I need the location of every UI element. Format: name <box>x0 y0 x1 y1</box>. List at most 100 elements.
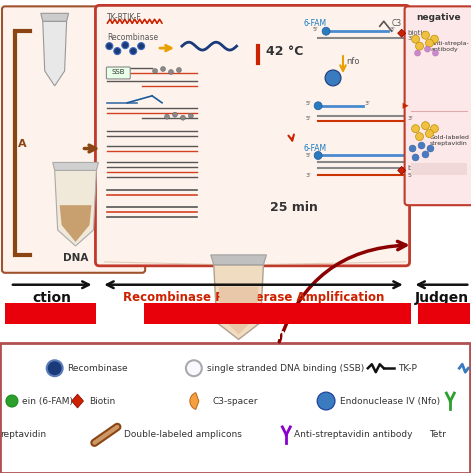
Circle shape <box>164 114 170 119</box>
Text: DNA: DNA <box>63 253 88 263</box>
Text: SSB: SSB <box>111 69 125 75</box>
Text: 3': 3' <box>408 36 413 41</box>
Circle shape <box>173 112 177 117</box>
Text: Judgen: Judgen <box>414 291 468 305</box>
FancyBboxPatch shape <box>95 5 410 266</box>
Text: Recombinase Polymerase Amplification: Recombinase Polymerase Amplification <box>123 291 384 304</box>
FancyBboxPatch shape <box>2 6 145 273</box>
Circle shape <box>317 392 335 410</box>
Polygon shape <box>43 21 67 86</box>
Polygon shape <box>72 394 83 408</box>
Text: ction: ction <box>32 291 71 305</box>
Polygon shape <box>402 103 409 109</box>
Circle shape <box>411 35 419 43</box>
Circle shape <box>418 142 425 149</box>
Circle shape <box>412 154 419 161</box>
Text: 5': 5' <box>305 153 311 158</box>
Polygon shape <box>53 163 99 170</box>
Circle shape <box>416 133 423 141</box>
FancyBboxPatch shape <box>410 164 467 175</box>
Text: Anti-streptavidin antibody: Anti-streptavidin antibody <box>294 430 413 439</box>
Circle shape <box>188 113 193 118</box>
Circle shape <box>176 67 182 73</box>
FancyBboxPatch shape <box>106 67 130 79</box>
Circle shape <box>130 47 137 55</box>
Polygon shape <box>214 265 264 339</box>
Circle shape <box>430 125 438 133</box>
Circle shape <box>314 152 322 159</box>
Polygon shape <box>60 205 91 242</box>
Polygon shape <box>251 193 266 205</box>
Circle shape <box>411 125 419 133</box>
Text: 42 °C: 42 °C <box>266 45 304 58</box>
Circle shape <box>47 360 63 376</box>
Circle shape <box>425 46 430 52</box>
Text: biotin: biotin <box>408 30 428 36</box>
Circle shape <box>114 47 121 55</box>
Circle shape <box>416 42 423 50</box>
Circle shape <box>421 122 429 129</box>
Text: 6-FAM: 6-FAM <box>303 19 326 28</box>
Text: C3: C3 <box>392 19 402 28</box>
Circle shape <box>6 395 18 407</box>
Circle shape <box>426 39 433 47</box>
Polygon shape <box>55 170 96 246</box>
Text: Double-labeled amplicons: Double-labeled amplicons <box>124 430 242 439</box>
Circle shape <box>168 70 173 74</box>
Polygon shape <box>211 255 266 265</box>
Text: C3-spacer: C3-spacer <box>213 397 258 406</box>
Polygon shape <box>41 13 69 21</box>
Text: negative: negative <box>416 13 461 22</box>
Text: 3': 3' <box>390 27 396 32</box>
Text: Biotin: Biotin <box>90 397 116 406</box>
Circle shape <box>181 115 185 120</box>
Circle shape <box>325 70 341 86</box>
Text: 25min: 25min <box>253 328 301 342</box>
Polygon shape <box>398 166 406 174</box>
Circle shape <box>422 151 429 158</box>
Circle shape <box>427 145 434 152</box>
Text: biotin: biotin <box>408 165 428 172</box>
Wedge shape <box>190 392 199 410</box>
Polygon shape <box>398 29 406 37</box>
Text: single stranded DNA binding (SSB): single stranded DNA binding (SSB) <box>207 364 364 373</box>
Text: Tetr: Tetr <box>429 430 447 439</box>
Circle shape <box>186 360 202 376</box>
Text: 5': 5' <box>408 173 413 178</box>
Circle shape <box>322 27 330 35</box>
Text: 3': 3' <box>365 101 371 106</box>
Text: Recombinase: Recombinase <box>68 364 128 373</box>
Text: 3': 3' <box>305 173 311 178</box>
Circle shape <box>314 102 322 110</box>
Text: ein (6-FAM): ein (6-FAM) <box>22 397 73 406</box>
Text: 5': 5' <box>305 116 311 121</box>
Text: 5': 5' <box>312 27 318 32</box>
Bar <box>144 302 410 325</box>
Polygon shape <box>251 205 266 217</box>
Text: TK-P: TK-P <box>398 364 417 373</box>
Circle shape <box>254 61 264 71</box>
Polygon shape <box>219 287 258 335</box>
Bar <box>5 302 96 325</box>
Circle shape <box>421 31 429 39</box>
Circle shape <box>122 42 129 49</box>
Text: 5': 5' <box>305 101 311 106</box>
Circle shape <box>161 66 165 72</box>
Circle shape <box>430 35 438 43</box>
FancyBboxPatch shape <box>0 343 470 473</box>
Bar <box>418 302 470 325</box>
Text: 3': 3' <box>408 116 413 121</box>
Text: nfo: nfo <box>346 56 359 65</box>
Text: A: A <box>18 138 26 148</box>
Circle shape <box>426 129 433 137</box>
Text: Gold-labeled
streptavidin: Gold-labeled streptavidin <box>429 135 469 146</box>
Circle shape <box>137 43 145 50</box>
Text: Recombinase: Recombinase <box>108 33 158 42</box>
Text: Endonuclease IV (Nfo): Endonuclease IV (Nfo) <box>340 397 440 406</box>
FancyBboxPatch shape <box>405 6 473 205</box>
Circle shape <box>153 69 157 73</box>
Circle shape <box>106 43 113 50</box>
Text: Anti-strepla-
antibody: Anti-strepla- antibody <box>430 41 469 52</box>
Text: 6-FAM: 6-FAM <box>303 144 326 153</box>
Text: TK-RTIK-F: TK-RTIK-F <box>108 13 142 22</box>
